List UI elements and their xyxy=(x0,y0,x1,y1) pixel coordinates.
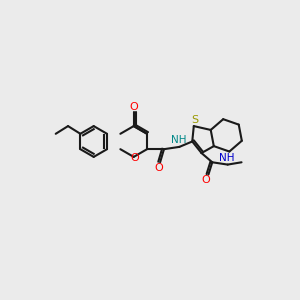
Text: O: O xyxy=(131,153,140,163)
Text: NH: NH xyxy=(219,153,235,164)
Text: S: S xyxy=(191,115,198,125)
Text: O: O xyxy=(154,164,163,173)
Text: O: O xyxy=(202,175,211,185)
Text: NH: NH xyxy=(171,135,186,145)
Text: O: O xyxy=(129,102,138,112)
